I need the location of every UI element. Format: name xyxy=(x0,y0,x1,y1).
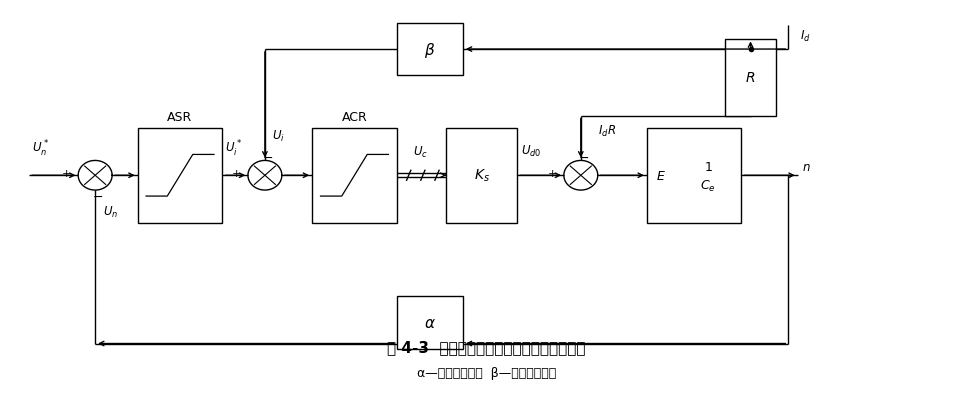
Text: $R$: $R$ xyxy=(745,71,756,85)
Text: +: + xyxy=(232,169,241,179)
Text: −: − xyxy=(263,152,273,165)
Text: −: − xyxy=(578,152,589,165)
Bar xyxy=(312,128,397,223)
Text: $\beta$: $\beta$ xyxy=(424,40,436,59)
Bar xyxy=(397,297,463,349)
Bar xyxy=(725,40,776,116)
Text: ASR: ASR xyxy=(167,110,193,123)
Text: +: + xyxy=(548,169,558,179)
Bar xyxy=(397,24,463,76)
Text: $U_i$: $U_i$ xyxy=(272,128,285,144)
Text: $C_e$: $C_e$ xyxy=(701,179,716,194)
Text: $I_dR$: $I_dR$ xyxy=(597,123,616,138)
Bar xyxy=(447,128,517,223)
Text: $I_d$: $I_d$ xyxy=(800,28,811,43)
Text: 图 4-3  双闭环直流调速系统的稳态结构框图: 图 4-3 双闭环直流调速系统的稳态结构框图 xyxy=(387,339,586,354)
Text: ACR: ACR xyxy=(342,110,368,123)
Text: α—转速反馈系数  β—电流反馈系数: α—转速反馈系数 β—电流反馈系数 xyxy=(416,366,557,379)
Bar xyxy=(137,128,223,223)
Bar xyxy=(647,128,741,223)
Text: $E$: $E$ xyxy=(656,169,666,182)
Text: $U_n^*$: $U_n^*$ xyxy=(32,138,49,158)
Text: $n$: $n$ xyxy=(803,161,811,173)
Text: $K_s$: $K_s$ xyxy=(474,168,489,184)
Text: $U_c$: $U_c$ xyxy=(413,145,428,160)
Text: −: − xyxy=(92,190,103,203)
Text: $U_{d0}$: $U_{d0}$ xyxy=(522,143,542,158)
Text: $\alpha$: $\alpha$ xyxy=(424,315,436,330)
Text: $U_n$: $U_n$ xyxy=(103,204,118,220)
Text: $1$: $1$ xyxy=(703,161,712,173)
Text: +: + xyxy=(62,169,72,179)
Text: $U_i^*$: $U_i^*$ xyxy=(226,138,242,158)
